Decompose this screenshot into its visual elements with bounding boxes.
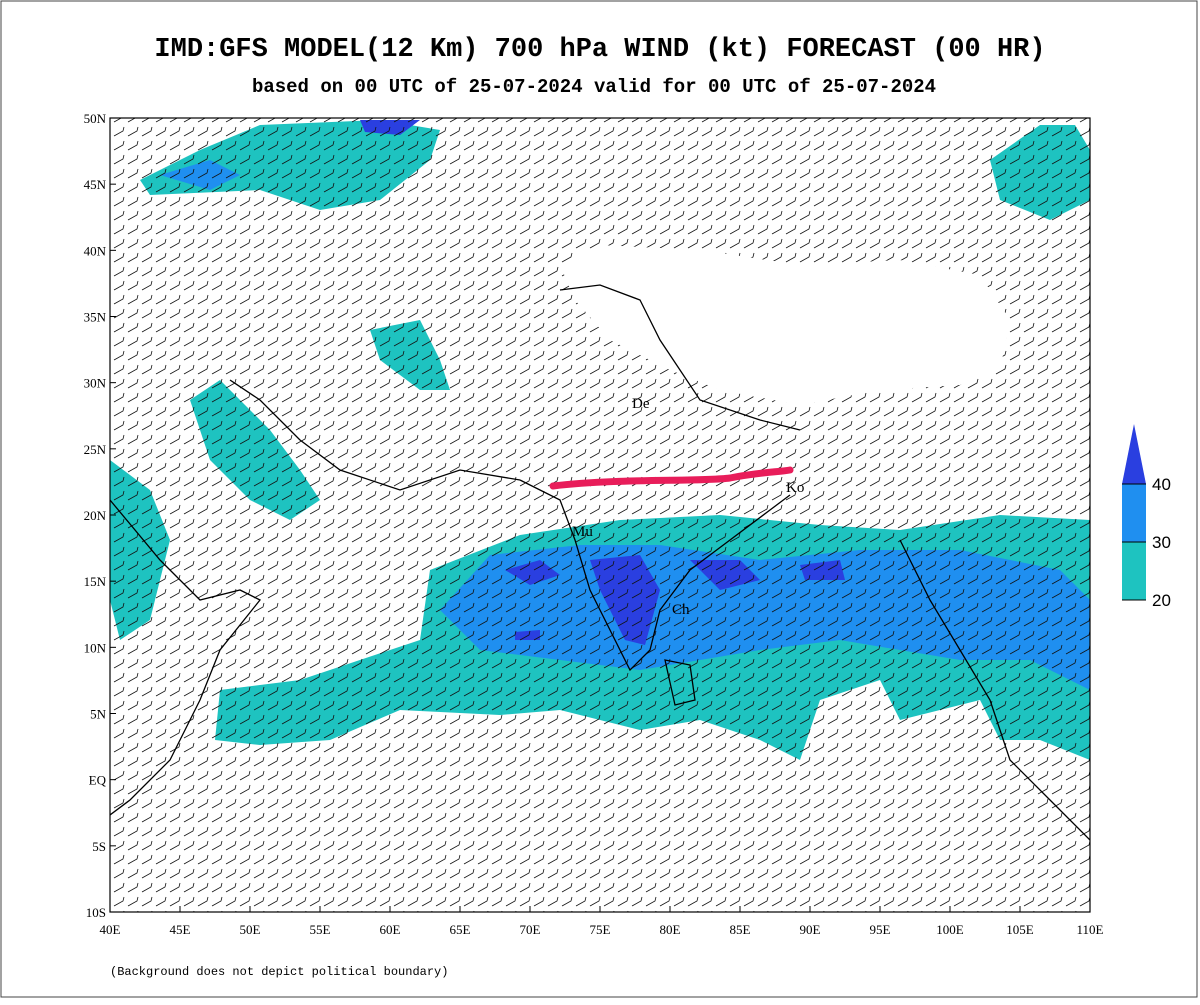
x-tick-label: 75E [590,922,611,937]
map-area [110,118,1090,912]
y-tick-label: 40N [84,243,107,258]
red-line [549,466,794,490]
title: IMD:GFS MODEL(12 Km) 700 hPa WIND (kt) F… [154,35,1045,65]
legend-swatch [1122,424,1146,484]
legend-swatch [1122,542,1146,600]
place-label: Ko [786,480,804,496]
legend-label: 30 [1152,533,1171,552]
footnote: (Background does not depict political bo… [110,965,448,979]
y-tick-label: 10N [84,640,107,655]
x-tick-label: 65E [450,922,471,937]
legend-label: 40 [1152,475,1171,494]
y-tick-label: 30N [84,376,107,391]
x-tick-label: 90E [800,922,821,937]
legend-label: 20 [1152,591,1171,610]
place-label: Ch [672,602,690,618]
plateau-mask [560,245,1010,405]
x-tick-label: 100E [936,922,964,937]
subtitle: based on 00 UTC of 25-07-2024 valid for … [252,76,936,98]
axes: 40E 45E 50E 55E 60E 65E 70E 75E 80E 85E 90E 95E 100E… [84,111,1104,937]
x-tick-label: 60E [380,922,401,937]
x-tick-label: 50E [240,922,261,937]
y-tick-label: 10S [86,905,106,920]
legend: 20 30 40 [1122,424,1171,610]
x-tick-label: 110E [1077,922,1104,937]
y-tick-label: 5N [90,707,107,722]
y-tick-label: EQ [89,773,107,788]
coastline [110,284,1090,841]
y-tick-label: 45N [84,177,107,192]
wind-barbs [110,118,1090,912]
x-tick-label: 55E [310,922,331,937]
x-tick-label: 45E [170,922,191,937]
place-label: Mu [572,524,593,540]
y-tick-label: 25N [84,442,107,457]
y-tick-label: 15N [84,574,107,589]
x-tick-label: 105E [1006,922,1034,937]
y-tick-label: 20N [84,508,107,523]
y-tick-label: 35N [84,310,107,325]
x-tick-label: 70E [520,922,541,937]
legend-swatch [1122,484,1146,542]
y-tick-label: 5S [92,839,106,854]
x-tick-label: 95E [870,922,891,937]
x-tick-label: 85E [730,922,751,937]
x-tick-label: 40E [100,922,121,937]
x-tick-label: 80E [660,922,681,937]
place-label: De [632,396,650,412]
y-tick-label: 50N [84,111,107,126]
